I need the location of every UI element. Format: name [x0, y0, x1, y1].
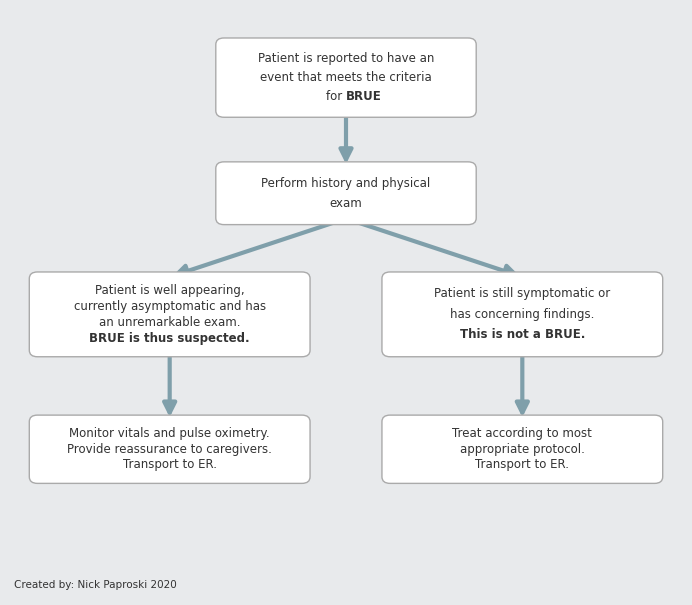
- Text: exam: exam: [329, 197, 363, 210]
- Text: Patient is still symptomatic or: Patient is still symptomatic or: [434, 287, 610, 301]
- Text: Perform history and physical: Perform history and physical: [262, 177, 430, 190]
- FancyBboxPatch shape: [382, 272, 663, 357]
- Text: for: for: [326, 90, 346, 103]
- Text: Transport to ER.: Transport to ER.: [122, 459, 217, 471]
- Text: event that meets the criteria: event that meets the criteria: [260, 71, 432, 84]
- Text: Treat according to most: Treat according to most: [453, 427, 592, 440]
- Text: Created by: Nick Paproski 2020: Created by: Nick Paproski 2020: [14, 580, 176, 590]
- Text: has concerning findings.: has concerning findings.: [450, 308, 594, 321]
- FancyBboxPatch shape: [216, 38, 476, 117]
- Text: Monitor vitals and pulse oximetry.: Monitor vitals and pulse oximetry.: [69, 427, 270, 440]
- Text: BRUE: BRUE: [346, 90, 382, 103]
- Text: Patient is reported to have an: Patient is reported to have an: [258, 52, 434, 65]
- FancyBboxPatch shape: [29, 272, 310, 357]
- Text: BRUE is thus suspected.: BRUE is thus suspected.: [89, 332, 250, 345]
- FancyBboxPatch shape: [216, 162, 476, 224]
- Text: appropriate protocol.: appropriate protocol.: [460, 443, 585, 456]
- Text: currently asymptomatic and has: currently asymptomatic and has: [73, 300, 266, 313]
- FancyBboxPatch shape: [29, 415, 310, 483]
- Text: Provide reassurance to caregivers.: Provide reassurance to caregivers.: [67, 443, 272, 456]
- FancyBboxPatch shape: [382, 415, 663, 483]
- Text: an unremarkable exam.: an unremarkable exam.: [99, 316, 240, 329]
- Text: This is not a BRUE.: This is not a BRUE.: [459, 329, 585, 341]
- Text: Patient is well appearing,: Patient is well appearing,: [95, 284, 244, 297]
- Text: Transport to ER.: Transport to ER.: [475, 459, 570, 471]
